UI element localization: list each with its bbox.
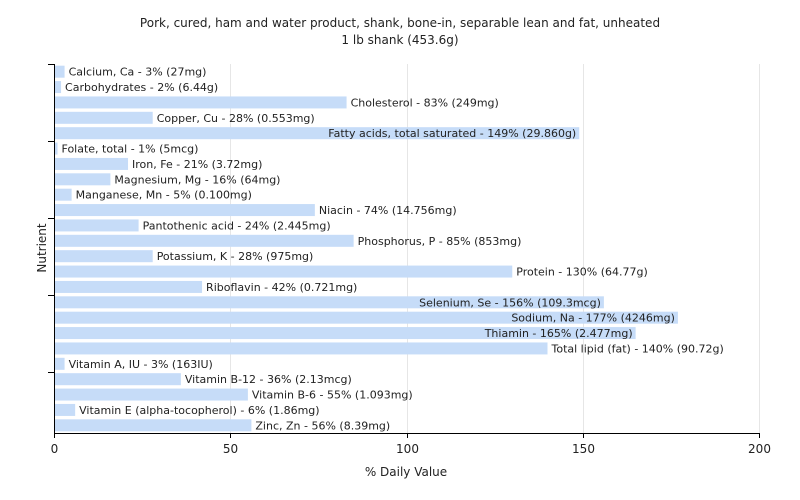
- bar: [55, 342, 548, 355]
- x-tick-label: 150: [572, 442, 595, 456]
- bar-label: Niacin - 74% (14.756mg): [319, 204, 457, 217]
- bar-label: Protein - 130% (64.77g): [516, 266, 648, 279]
- bar: [55, 142, 58, 155]
- bar-label: Carbohydrates - 2% (6.44g): [65, 81, 218, 94]
- bar: [55, 280, 203, 293]
- bar: [55, 219, 139, 232]
- bar: [55, 157, 129, 170]
- bar: [55, 234, 354, 247]
- bar-label: Zinc, Zn - 56% (8.39mg): [255, 419, 390, 432]
- bar: [55, 403, 76, 416]
- bar: [55, 296, 604, 309]
- bar-label: Vitamin A, IU - 3% (163IU): [69, 358, 213, 371]
- axes: 0 50 100 150 200: [48, 64, 771, 456]
- bar-label: Copper, Cu - 28% (0.553mg): [157, 112, 315, 125]
- bar: [55, 250, 153, 263]
- grid-lines: [230, 64, 760, 433]
- bar-label: Vitamin E (alpha-tocopherol) - 6% (1.86m…: [79, 404, 319, 417]
- bar-label: Fatty acids, total saturated - 149% (29.…: [328, 127, 576, 140]
- x-tick-label: 50: [223, 442, 238, 456]
- y-axis-label: Nutrient: [35, 223, 49, 273]
- bar-label: Pantothenic acid - 24% (2.445mg): [143, 219, 331, 232]
- bar: [55, 127, 580, 140]
- bar-label: Magnesium, Mg - 16% (64mg): [114, 173, 280, 186]
- bar: [55, 311, 678, 324]
- bar: [55, 373, 181, 386]
- bar: [55, 265, 513, 278]
- bar-label: Manganese, Mn - 5% (0.100mg): [76, 189, 252, 202]
- chart-title: Pork, cured, ham and water product, shan…: [140, 16, 660, 30]
- bar: [55, 65, 65, 78]
- bar: [55, 188, 72, 201]
- bar-label: Cholesterol - 83% (249mg): [351, 96, 499, 109]
- bar-label: Selenium, Se - 156% (109.3mcg): [419, 296, 601, 309]
- bar: [55, 327, 636, 340]
- bar: [55, 173, 111, 186]
- bar: [55, 419, 252, 432]
- bar: [55, 81, 62, 94]
- x-tick-label: 100: [396, 442, 419, 456]
- bar-label: Phosphorus, P - 85% (853mg): [358, 235, 522, 248]
- bar-label: Potassium, K - 28% (975mg): [157, 250, 314, 263]
- bar: [55, 388, 248, 401]
- bar-label: Calcium, Ca - 3% (27mg): [69, 66, 207, 79]
- bars: [55, 65, 678, 432]
- bar: [55, 96, 347, 109]
- bar-label: Riboflavin - 42% (0.721mg): [206, 281, 357, 294]
- bar: [55, 357, 65, 370]
- bar-labels: Calcium, Ca - 3% (27mg) Carbohydrates - 2…: [62, 66, 724, 433]
- bar-label: Folate, total - 1% (5mcg): [62, 143, 199, 156]
- bar-label: Iron, Fe - 21% (3.72mg): [132, 158, 262, 171]
- bar-label: Vitamin B-6 - 55% (1.093mg): [252, 389, 413, 402]
- chart-subtitle: 1 lb shank (453.6g): [341, 33, 458, 47]
- x-axis-label: % Daily Value: [365, 465, 447, 479]
- bar-label: Total lipid (fat) - 140% (90.72g): [551, 342, 724, 355]
- bar-label: Vitamin B-12 - 36% (2.13mcg): [185, 373, 352, 386]
- bar-label: Thiamin - 165% (2.477mg): [484, 327, 633, 340]
- bar-label: Sodium, Na - 177% (4246mg): [511, 312, 675, 325]
- bar: [55, 111, 153, 124]
- x-tick-label: 0: [51, 442, 59, 456]
- bar: [55, 204, 315, 217]
- x-tick-label: 200: [748, 442, 771, 456]
